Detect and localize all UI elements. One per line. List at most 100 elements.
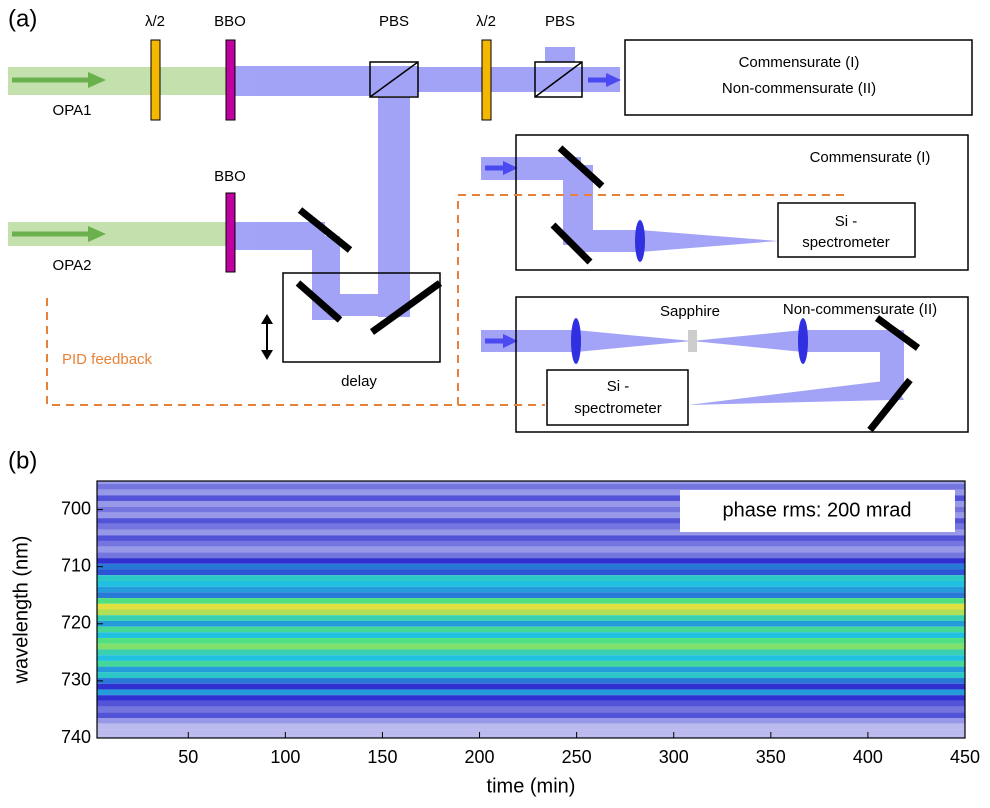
arrow bbox=[12, 72, 621, 348]
crystal bbox=[225, 39, 236, 121]
label: PBS bbox=[379, 13, 409, 30]
heatmap-band bbox=[97, 615, 965, 621]
panel-label: (a) bbox=[8, 5, 37, 32]
x-tick-label: 100 bbox=[270, 747, 300, 767]
annotation: phase rms: 200 mrad bbox=[723, 499, 912, 521]
label: Non-commensurate (II) bbox=[783, 301, 937, 318]
heatmap-band bbox=[97, 666, 965, 673]
waveplate bbox=[150, 39, 161, 121]
heatmap-band bbox=[97, 689, 965, 696]
label: Commensurate (I) bbox=[739, 54, 860, 71]
heatmap-band bbox=[97, 558, 965, 564]
blue-beam bbox=[545, 47, 575, 62]
waveplate bbox=[481, 39, 492, 121]
heatmap-band bbox=[97, 523, 965, 530]
heatmap-band bbox=[97, 706, 965, 713]
heatmap-band bbox=[97, 638, 965, 644]
blue-beam bbox=[326, 294, 392, 316]
y-axis-title: wavelength (nm) bbox=[10, 536, 32, 685]
panel-label: (b) bbox=[8, 447, 37, 474]
label: Si - bbox=[835, 213, 858, 230]
label: BBO bbox=[214, 168, 246, 185]
blue-beam bbox=[688, 380, 904, 405]
heatmap-band bbox=[97, 563, 965, 570]
box bbox=[282, 39, 973, 433]
label: Sapphire bbox=[660, 303, 720, 320]
blue-beam bbox=[575, 230, 778, 252]
heatmap-band bbox=[97, 592, 965, 599]
x-tick-label: 200 bbox=[465, 747, 495, 767]
heatmap-band bbox=[97, 575, 965, 581]
spectrometer bbox=[777, 202, 916, 258]
heatmap-band bbox=[97, 512, 965, 519]
y-tick-label: 710 bbox=[61, 555, 91, 575]
label: delay bbox=[341, 373, 377, 390]
heatmap-band bbox=[97, 678, 965, 684]
label: Si - bbox=[607, 378, 630, 395]
blue-beam bbox=[378, 97, 410, 317]
label: OPA2 bbox=[53, 257, 92, 274]
heatmap-band bbox=[97, 500, 965, 507]
heatmap-band bbox=[97, 529, 965, 536]
heatmap-band bbox=[97, 540, 965, 547]
y-tick-label: 700 bbox=[61, 498, 91, 518]
x-tick-label: 50 bbox=[178, 747, 198, 767]
heatmap-band bbox=[97, 626, 965, 633]
annotation-box bbox=[680, 490, 955, 532]
label: PBS bbox=[545, 13, 575, 30]
heatmap-band bbox=[97, 632, 965, 639]
label: λ/2 bbox=[145, 13, 165, 30]
label: spectrometer bbox=[802, 234, 890, 251]
diagram: (a) bbox=[8, 5, 973, 433]
y-tick-label: 730 bbox=[61, 670, 91, 690]
label: BBO bbox=[214, 13, 246, 30]
heatmap-band bbox=[97, 580, 965, 587]
double-arrow bbox=[261, 314, 273, 360]
heatmap-band bbox=[97, 489, 965, 496]
heatmap-band bbox=[97, 609, 965, 616]
heatmap-band bbox=[97, 481, 965, 484]
label: PID feedback bbox=[62, 351, 153, 368]
x-tick-label: 300 bbox=[659, 747, 689, 767]
x-tick-label: 450 bbox=[950, 747, 980, 767]
blue-beam bbox=[481, 330, 892, 352]
heatmap-band bbox=[97, 535, 965, 541]
heatmap-band bbox=[97, 735, 965, 738]
heatmap-band bbox=[97, 683, 965, 690]
beam-splitter bbox=[369, 61, 583, 98]
heatmap-band bbox=[97, 723, 965, 730]
heatmap-band bbox=[97, 586, 965, 593]
label: λ/2 bbox=[476, 13, 496, 30]
heatmap-band bbox=[97, 598, 965, 604]
heatmap: 700 710 720 730 740 50 100 150 200 250 300 350 400 45… bbox=[10, 480, 980, 797]
heatmap-band bbox=[97, 660, 965, 667]
heatmap-cells bbox=[97, 481, 965, 738]
feedback-line bbox=[46, 298, 545, 406]
heatmap-band bbox=[97, 483, 965, 490]
heatmap-band bbox=[97, 518, 965, 524]
mirror bbox=[295, 145, 921, 433]
x-tick-label: 150 bbox=[367, 747, 397, 767]
sapphire bbox=[688, 330, 697, 352]
x-tick-label: 250 bbox=[562, 747, 592, 767]
plot-frame bbox=[96, 480, 966, 739]
feedback-line bbox=[457, 194, 845, 405]
heatmap-band bbox=[97, 620, 965, 627]
label: Commensurate (I) bbox=[810, 149, 931, 166]
spectrometer bbox=[546, 369, 689, 426]
x-tick-label: 400 bbox=[853, 747, 883, 767]
heatmap-band bbox=[97, 569, 965, 576]
label: OPA1 bbox=[53, 102, 92, 119]
label: Non-commensurate (II) bbox=[722, 80, 876, 97]
heatmap-band bbox=[97, 495, 965, 501]
heatmap-band bbox=[97, 695, 965, 701]
heatmap-band bbox=[97, 546, 965, 553]
heatmap-band bbox=[97, 718, 965, 724]
y-tick-label: 740 bbox=[61, 727, 91, 747]
blue-beam bbox=[235, 222, 325, 250]
blue-beam bbox=[235, 66, 418, 96]
heatmap-band bbox=[97, 672, 965, 679]
heatmap-band bbox=[97, 506, 965, 513]
heatmap-band bbox=[97, 552, 965, 559]
